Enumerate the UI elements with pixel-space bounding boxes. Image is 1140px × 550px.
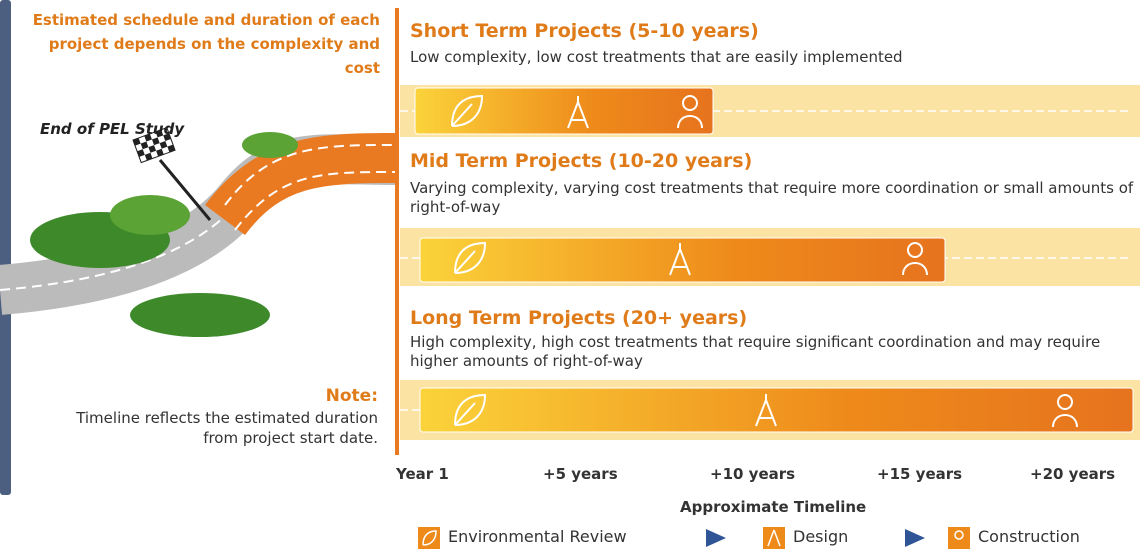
project-description: Low complexity, low cost treatments that… [410, 48, 903, 66]
flag [132, 127, 176, 164]
legend-item: Environmental Review [448, 527, 627, 546]
flag-pole [158, 159, 212, 221]
milestone: End of PEL Study [40, 120, 185, 138]
project-title: Long Term Projects (20+ years) [410, 307, 748, 329]
timeline-label: +5 years [543, 465, 618, 483]
legend-item: Design [793, 527, 849, 546]
icons [451, 94, 1078, 428]
note-title: Note: [325, 386, 378, 406]
orange-road [205, 133, 396, 236]
note-text: Timeline reflects the estimated duration… [76, 409, 378, 447]
road-dash [224, 144, 396, 231]
project-description: High complexity, high cost treatments th… [410, 333, 1101, 370]
project-title: Mid Term Projects (10-20 years) [410, 150, 753, 172]
timeline-label: Year 1 [396, 465, 449, 483]
project-description: Varying complexity, varying cost treatme… [410, 179, 1134, 216]
schedule-note: Estimated schedule and duration of each … [32, 11, 380, 77]
legend-item: Construction [978, 527, 1080, 546]
timeline-label: +10 years [710, 465, 796, 483]
timeline-label: +20 years [1030, 465, 1116, 483]
road-lines [0, 199, 241, 291]
timeline-label: +15 years [877, 465, 963, 483]
side-bar [0, 0, 11, 495]
project-title: Short Term Projects (5-10 years) [410, 20, 759, 42]
bands [400, 85, 1140, 440]
bushes [30, 132, 298, 337]
legend-icons [418, 527, 970, 549]
timeline-title: Approximate Timeline [680, 498, 867, 516]
